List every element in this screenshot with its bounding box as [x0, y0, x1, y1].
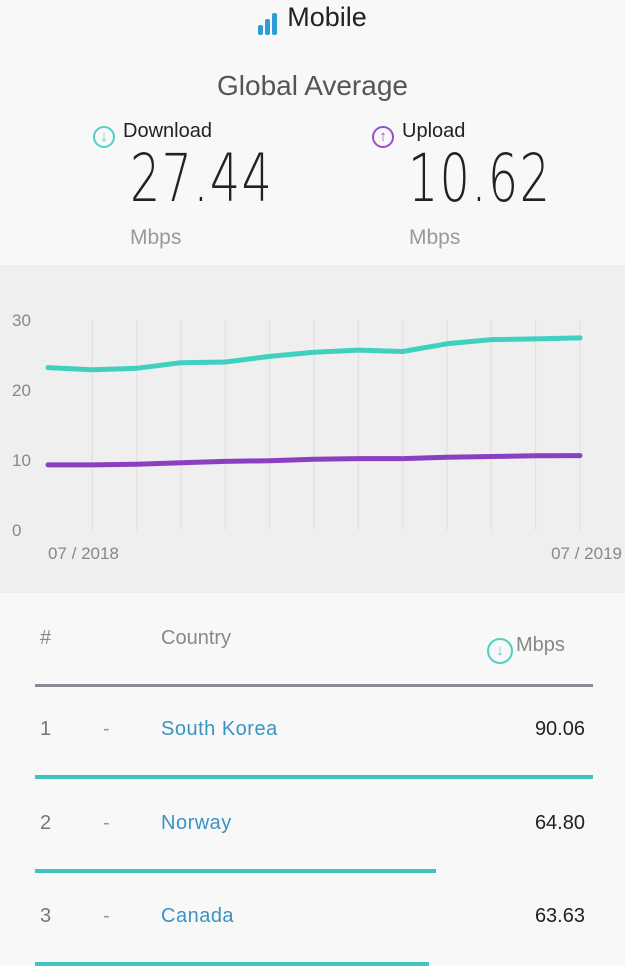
row-speed-bar: [35, 869, 437, 873]
speed-chart: 0 10 20 30 07 / 2018 07 / 2019: [0, 265, 625, 593]
series-line-upload: [45, 453, 583, 468]
download-value: 27.44: [130, 140, 274, 217]
header-speed-label: Mbps: [516, 634, 565, 656]
upload-arrow-icon: ↑: [372, 126, 394, 148]
y-tick-label: 0: [12, 521, 21, 540]
row-country-link[interactable]: South Korea: [161, 718, 278, 740]
row-rank: 3: [40, 905, 52, 927]
row-rank: 1: [40, 718, 52, 740]
header-divider: [35, 684, 593, 687]
header-rank: #: [40, 627, 52, 649]
header-speed[interactable]: ↓ Mbps: [487, 634, 565, 664]
series-line-download: [45, 335, 583, 373]
upload-value: 10.62: [408, 140, 552, 217]
y-tick-label: 10: [12, 451, 31, 470]
row-value: 64.80: [534, 812, 585, 834]
row-rank: 2: [40, 812, 52, 834]
download-arrow-icon: ↓: [487, 638, 513, 664]
y-tick-label: 20: [12, 381, 31, 400]
header-country[interactable]: Country: [161, 627, 232, 649]
row-change: -: [103, 812, 110, 834]
x-tick-label: 07 / 2019: [551, 544, 622, 563]
upload-unit: Mbps: [409, 226, 461, 249]
row-value: 63.63: [534, 905, 585, 927]
title-text: Mobile: [287, 2, 367, 32]
download-unit: Mbps: [130, 226, 182, 249]
download-metric: ↓ Download: [93, 120, 212, 148]
row-country-link[interactable]: Norway: [161, 812, 232, 834]
upload-metric: ↑ Upload: [372, 120, 465, 148]
row-speed-bar: [35, 775, 593, 779]
y-tick-label: 30: [12, 311, 31, 330]
page-title: Mobile: [0, 2, 625, 35]
row-value: 90.06: [534, 718, 585, 740]
row-change: -: [103, 905, 110, 927]
global-average-heading: Global Average: [217, 70, 408, 101]
download-arrow-icon: ↓: [93, 126, 115, 148]
row-speed-bar: [35, 962, 430, 966]
upload-label: Upload: [402, 120, 466, 142]
x-tick-label: 07 / 2018: [48, 544, 119, 563]
row-change: -: [103, 718, 110, 740]
row-country-link[interactable]: Canada: [161, 905, 235, 927]
signal-bars-icon: [258, 4, 279, 35]
download-label: Download: [123, 120, 212, 142]
line-chart: 0 10 20 30 07 / 2018 07 / 2019: [12, 311, 622, 563]
